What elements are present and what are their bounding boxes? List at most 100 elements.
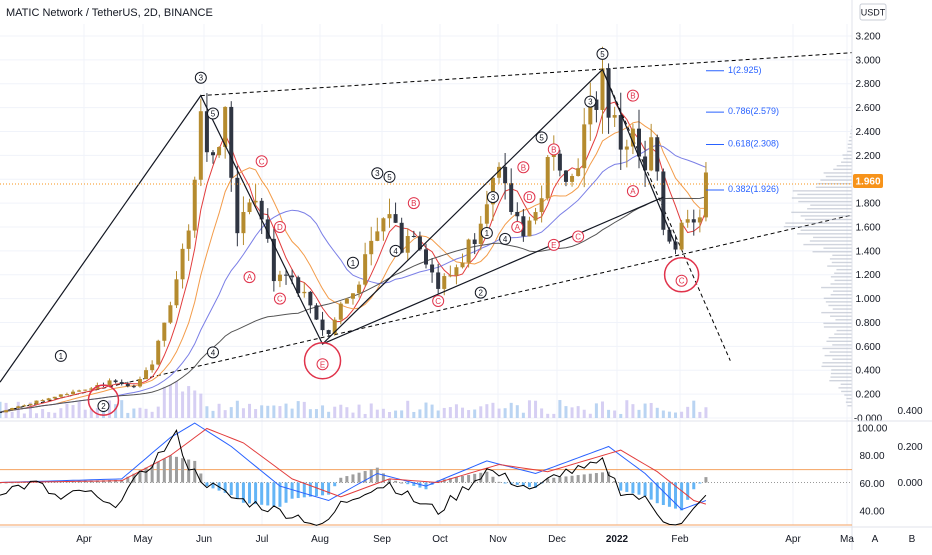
candle-body bbox=[156, 341, 160, 365]
volume-bar bbox=[461, 408, 464, 418]
candle-body bbox=[28, 404, 32, 405]
macd-histogram-bar bbox=[485, 472, 488, 483]
volume-bar bbox=[443, 408, 446, 418]
candle-body bbox=[65, 394, 69, 395]
volume-profile-bar bbox=[829, 337, 852, 338]
price-tick-label: 3.200 bbox=[855, 31, 880, 42]
wave-label-1: 1 bbox=[59, 352, 64, 361]
time-tick-label: Aug bbox=[311, 534, 329, 545]
candle-body bbox=[613, 115, 617, 118]
wave-label-c: C bbox=[435, 297, 441, 306]
candle-body bbox=[503, 167, 507, 183]
volume-profile-bar bbox=[831, 283, 852, 284]
volume-bar bbox=[485, 404, 488, 418]
macd-histogram-bar bbox=[504, 483, 507, 484]
volume-bar bbox=[163, 387, 166, 418]
macd-histogram-bar bbox=[333, 483, 336, 487]
candle-body bbox=[558, 154, 562, 171]
price-tick-label: 3.000 bbox=[855, 55, 880, 66]
volume-profile-bar bbox=[830, 316, 852, 317]
volume-profile-bar bbox=[835, 319, 852, 320]
volume-profile-bar bbox=[821, 366, 852, 367]
macd-histogram-bar bbox=[297, 483, 300, 499]
price-tick-label: 1.000 bbox=[855, 294, 880, 305]
volume-bar bbox=[297, 401, 300, 418]
candle-body bbox=[576, 168, 580, 176]
candle-body bbox=[406, 236, 410, 253]
candle-body bbox=[424, 249, 428, 264]
candle-body bbox=[321, 320, 325, 331]
volume-bar bbox=[199, 394, 202, 418]
macd-histogram-bar bbox=[662, 483, 665, 506]
macd-histogram-bar bbox=[315, 483, 318, 497]
candle-body bbox=[381, 218, 385, 231]
macd-histogram-bar bbox=[595, 473, 598, 482]
volume-profile-bar bbox=[830, 258, 852, 259]
wave-label-b: B bbox=[521, 163, 526, 172]
volume-bar bbox=[704, 407, 707, 418]
macd-histogram-bar bbox=[181, 458, 184, 482]
volume-bar bbox=[674, 413, 677, 418]
macd-histogram-bar bbox=[601, 472, 604, 482]
macd-histogram-bar bbox=[528, 483, 531, 487]
macd-histogram-bar bbox=[230, 483, 233, 496]
price-tick-label: 0.600 bbox=[855, 342, 880, 353]
macd-histogram-bar bbox=[564, 476, 567, 482]
volume-bar bbox=[449, 407, 452, 418]
volume-profile-bar bbox=[834, 333, 852, 334]
volume-bar bbox=[59, 408, 62, 418]
volume-profile-bar bbox=[823, 323, 852, 324]
macd-histogram-bar bbox=[254, 483, 257, 505]
volume-profile-bar bbox=[810, 240, 852, 241]
osc-left-tick: 80.00 bbox=[859, 451, 884, 462]
volume-bar bbox=[625, 400, 628, 418]
volume-profile-bar bbox=[847, 405, 852, 406]
volume-bar bbox=[260, 405, 263, 418]
candle-body bbox=[394, 214, 398, 223]
signal-line bbox=[0, 429, 706, 505]
macd-histogram-bar bbox=[571, 476, 574, 483]
candle-body bbox=[59, 394, 63, 396]
macd-histogram-bar bbox=[157, 462, 160, 483]
volume-bar bbox=[254, 409, 257, 418]
volume-bar bbox=[120, 400, 123, 418]
time-tick-label: May bbox=[134, 534, 153, 545]
wave-label-d: D bbox=[527, 193, 533, 202]
volume-bar bbox=[315, 409, 318, 418]
candle-body bbox=[0, 412, 2, 413]
price-tick-label: 1.400 bbox=[855, 246, 880, 257]
macd-histogram-bar bbox=[351, 474, 354, 482]
volume-bar bbox=[686, 407, 689, 418]
wave-label-1: 1 bbox=[485, 229, 490, 238]
candle-body bbox=[205, 111, 209, 152]
volume-profile-bar bbox=[822, 348, 852, 349]
volume-bar bbox=[169, 385, 172, 418]
macd-histogram-bar bbox=[491, 477, 494, 483]
volume-profile-bar bbox=[824, 326, 852, 327]
last-price-label: 1.960 bbox=[855, 177, 880, 188]
volume-bar bbox=[662, 410, 665, 418]
volume-bar bbox=[230, 407, 233, 418]
fib-level-label: 1(2.925) bbox=[728, 65, 762, 75]
wave-lines bbox=[0, 69, 699, 415]
volume-bar bbox=[577, 406, 580, 418]
volume-profile-bar bbox=[835, 280, 852, 281]
volume-profile-bar bbox=[831, 294, 852, 295]
volume-bar bbox=[473, 410, 476, 418]
time-tick-label: Sep bbox=[373, 534, 391, 545]
volume-profile-bar bbox=[849, 140, 852, 141]
volume-profile-bar bbox=[829, 380, 852, 381]
scale-button-a-label: A bbox=[872, 534, 879, 545]
volume-profile-bar bbox=[791, 212, 852, 213]
candle-body bbox=[534, 212, 538, 220]
candle-body bbox=[345, 299, 349, 304]
wave-label-b: B bbox=[630, 92, 635, 101]
candle-body bbox=[527, 221, 531, 237]
macd-histogram-bar bbox=[339, 478, 342, 483]
candle-body bbox=[223, 107, 227, 147]
candle-body bbox=[600, 68, 604, 110]
volume-bar bbox=[376, 410, 379, 418]
